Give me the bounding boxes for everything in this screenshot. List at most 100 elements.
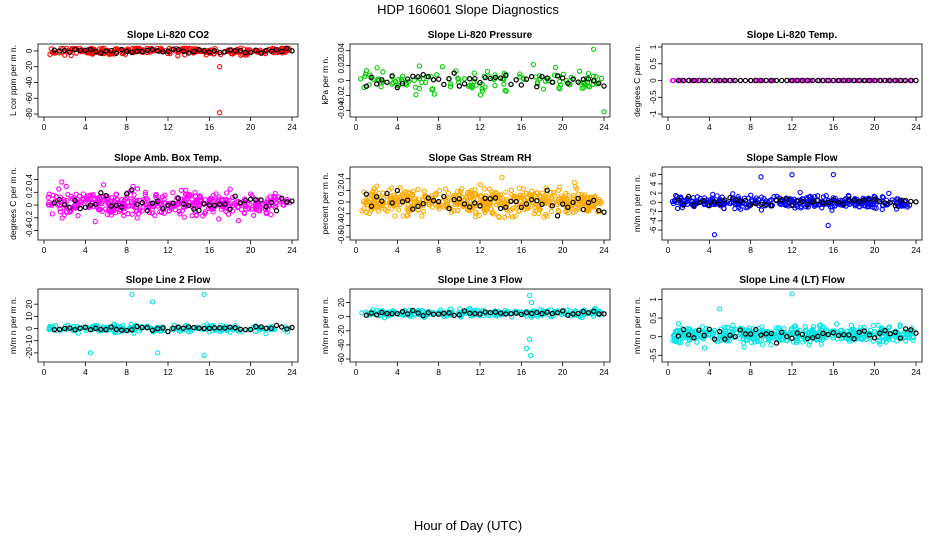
- reference-point: [778, 196, 785, 203]
- x-tick-label: 16: [205, 245, 215, 255]
- data-point: [528, 188, 535, 195]
- reference-point: [227, 206, 233, 212]
- reference-point: [51, 47, 58, 53]
- y-tick-label: 10: [25, 311, 34, 320]
- data-point: [554, 198, 560, 204]
- data-point: [548, 314, 554, 320]
- reference-point: [706, 203, 713, 209]
- data-point: [899, 203, 905, 209]
- reference-point: [103, 48, 109, 54]
- data-point: [57, 205, 63, 212]
- reference-point: [534, 83, 540, 90]
- reference-point: [201, 48, 207, 54]
- y-tick-label: -40: [337, 339, 346, 351]
- data-point: [145, 197, 151, 203]
- reference-point: [211, 48, 218, 54]
- data-point: [413, 92, 419, 98]
- y-tick-label: -80: [25, 108, 34, 120]
- data-point: [699, 324, 706, 330]
- reference-point: [154, 325, 161, 332]
- reference-point: [196, 325, 202, 331]
- reference-point: [897, 335, 904, 341]
- y-tick-label: -0.5: [649, 348, 658, 362]
- y-tick-label: 0: [25, 202, 34, 207]
- y-tick-label: -0.2: [25, 210, 34, 224]
- reference-point: [56, 196, 63, 203]
- reference-point: [394, 187, 401, 194]
- data-point: [548, 208, 555, 215]
- x-tick-label: 8: [436, 245, 441, 255]
- data-point: [715, 77, 721, 84]
- chart-panel: Slope Li-820 CO2 0 4 8 12 16 20 24 -80 -60 -40 -20 0…: [8, 30, 299, 132]
- reference-point: [72, 46, 78, 53]
- data-point: [551, 189, 557, 196]
- data-point: [879, 194, 886, 200]
- data-point: [489, 189, 495, 195]
- data-point: [531, 210, 537, 217]
- reference-point: [129, 49, 135, 55]
- reference-point: [747, 331, 754, 337]
- reference-point: [154, 48, 161, 54]
- reference-point: [170, 325, 176, 331]
- data-point: [225, 211, 232, 217]
- reference-point: [410, 73, 416, 80]
- outlier-point: [825, 222, 831, 229]
- data-point: [503, 201, 509, 207]
- data-point: [555, 187, 562, 193]
- reference-point: [809, 335, 816, 341]
- data-point: [409, 193, 415, 199]
- x-tick-label: 8: [124, 122, 129, 132]
- panel-title: Slope Li-820 Pressure: [428, 30, 533, 41]
- data-point: [834, 321, 840, 327]
- data-point: [501, 81, 507, 87]
- data-point: [46, 191, 52, 197]
- reference-point: [242, 197, 249, 204]
- data-point: [598, 75, 605, 82]
- x-tick-label: 8: [748, 122, 753, 132]
- reference-point: [534, 197, 540, 204]
- reference-point: [799, 198, 806, 205]
- reference-point: [601, 83, 607, 89]
- reference-point: [902, 77, 909, 84]
- reference-point: [108, 47, 114, 54]
- data-point: [380, 69, 386, 75]
- reference-point: [389, 73, 395, 79]
- data-point: [357, 76, 364, 82]
- x-tick-label: 8: [748, 367, 753, 377]
- reference-point: [882, 77, 888, 84]
- reference-point: [497, 205, 504, 212]
- chart-panel: Slope Li-820 Temp. 0 4 8 12 16 20 24 -1 -0.5 0 0.5 1…: [632, 30, 923, 132]
- data-point: [263, 210, 270, 217]
- reference-point: [503, 311, 509, 317]
- reference-point: [258, 50, 264, 56]
- reference-point: [866, 77, 873, 84]
- data-point: [745, 202, 752, 208]
- reference-point: [908, 198, 914, 205]
- data-point: [263, 331, 269, 337]
- reference-point: [585, 76, 592, 82]
- data-point: [375, 203, 381, 209]
- x-tick-label: 24: [287, 367, 297, 377]
- reference-point: [216, 201, 223, 207]
- data-point: [473, 191, 479, 197]
- outlier-point: [201, 352, 207, 358]
- data-point: [152, 192, 159, 199]
- reference-point: [554, 310, 561, 316]
- reference-point: [596, 207, 602, 214]
- reference-point: [908, 77, 914, 84]
- data-point: [759, 341, 766, 348]
- reference-point: [732, 77, 738, 84]
- reference-point: [180, 201, 187, 207]
- reference-point: [368, 74, 375, 80]
- data-point: [559, 198, 565, 204]
- data-point: [371, 197, 377, 203]
- data-point: [390, 79, 396, 86]
- reference-point: [56, 326, 63, 332]
- reference-point: [487, 309, 494, 316]
- data-point: [179, 207, 186, 213]
- reference-point: [523, 76, 530, 82]
- reference-point: [435, 76, 442, 82]
- data-point: [581, 84, 587, 91]
- x-tick-label: 20: [870, 367, 880, 377]
- data-point: [736, 200, 742, 207]
